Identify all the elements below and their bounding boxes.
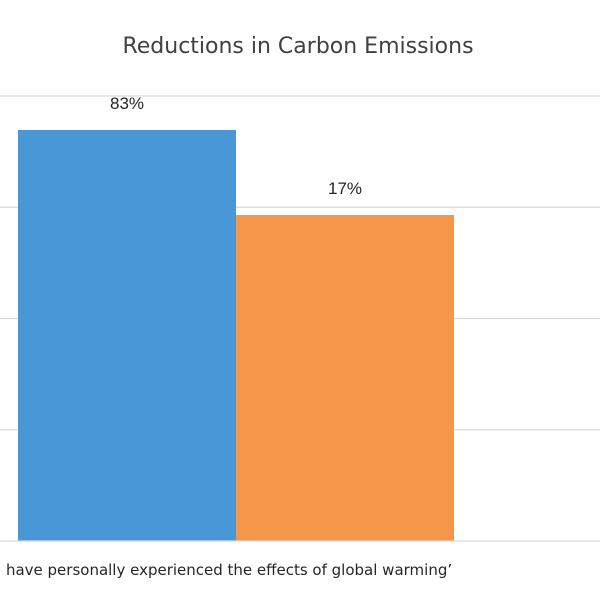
chart-title: Reductions in Carbon Emissions bbox=[122, 34, 473, 59]
data-labels: 83% 17% bbox=[110, 94, 362, 198]
data-label-series-1: 83% bbox=[110, 94, 144, 113]
bar-series-1 bbox=[18, 130, 236, 541]
bar-series-2 bbox=[236, 215, 454, 541]
data-label-series-2: 17% bbox=[328, 179, 362, 198]
bars bbox=[18, 130, 454, 541]
x-axis-category-label: ‘I have personally experienced the effec… bbox=[0, 561, 452, 579]
